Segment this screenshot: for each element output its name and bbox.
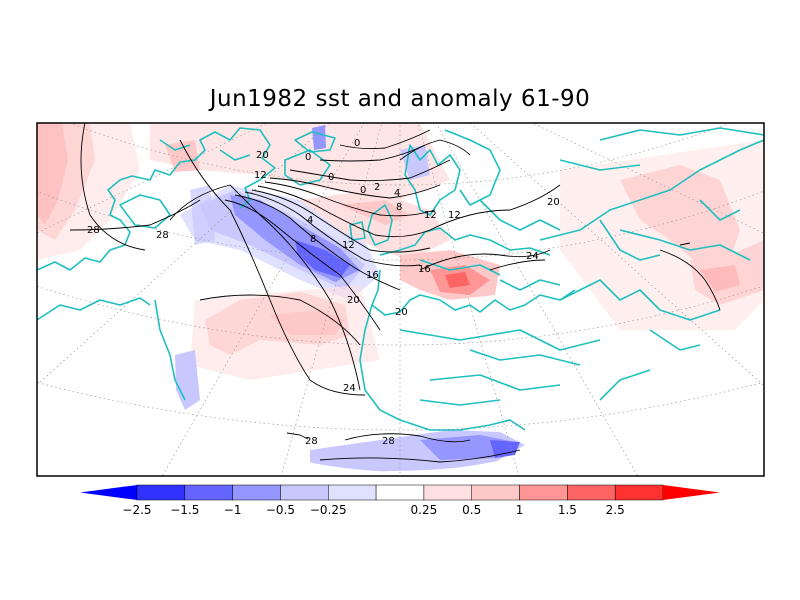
colorbar-segment bbox=[328, 484, 377, 501]
contour-label: 24 bbox=[526, 251, 539, 262]
contour-label: 28 bbox=[382, 436, 395, 447]
colorbar-tick-label: −0.5 bbox=[266, 503, 295, 517]
map-title: Jun1982 sst and anomaly 61-90 bbox=[209, 86, 591, 112]
contour-label: 12 bbox=[424, 210, 437, 221]
colorbar-tick-label: −2.5 bbox=[122, 503, 151, 517]
colorbar-tick-label: 2.5 bbox=[606, 503, 625, 517]
contour-label: 0 bbox=[354, 138, 360, 149]
anomaly-warm-subtropic-pale bbox=[190, 285, 380, 380]
colorbar-segment bbox=[280, 484, 329, 501]
anomaly-warm-med-core bbox=[445, 272, 470, 288]
contour-label: 16 bbox=[366, 270, 379, 281]
colorbar-tick-label: 0.25 bbox=[411, 503, 438, 517]
colorbar-tick-label: 0.5 bbox=[462, 503, 481, 517]
contour-label: 28 bbox=[156, 230, 169, 241]
contour-label: 12 bbox=[342, 240, 355, 251]
colorbar-tick-label: −1.5 bbox=[170, 503, 199, 517]
contour-label: 0 bbox=[328, 172, 334, 183]
contour-label: 20 bbox=[547, 197, 560, 208]
contour-label: 4 bbox=[307, 215, 313, 226]
contour-label: 8 bbox=[310, 234, 316, 245]
contour-label: 20 bbox=[347, 295, 360, 306]
colorbar-segment bbox=[184, 484, 233, 501]
colorbar-segment bbox=[614, 484, 664, 501]
colorbar-segment bbox=[232, 484, 281, 501]
anomaly-warm-northeast bbox=[300, 190, 450, 260]
contour-label: 12 bbox=[448, 210, 461, 221]
contour-label: 2 bbox=[374, 182, 380, 193]
contour-label: 20 bbox=[256, 150, 269, 161]
contour-label: 4 bbox=[394, 188, 400, 199]
anomaly-cold-north-small bbox=[312, 125, 326, 150]
colorbar: −2.5 −1.5 −1 −0.5 −0.25 0.25 0.5 1 1.5 2.5 bbox=[80, 484, 720, 517]
anomaly-cold-south-strong bbox=[490, 440, 520, 458]
graticule bbox=[37, 123, 764, 476]
colorbar-segment bbox=[375, 484, 425, 501]
contour-label: 12 bbox=[254, 170, 267, 181]
contour-label: 28 bbox=[87, 225, 100, 236]
colorbar-tick-label: −1 bbox=[224, 503, 242, 517]
anomaly-cold-strong bbox=[295, 240, 350, 278]
colorbar-arrow-right bbox=[663, 485, 720, 500]
colorbar-arrow-left bbox=[80, 485, 137, 500]
contour-labels: 0 0 0 0 2 4 4 8 8 12 12 12 12 16 16 20 2… bbox=[87, 138, 560, 447]
colorbar-segment bbox=[471, 484, 520, 501]
coastlines bbox=[37, 127, 764, 431]
map-frame bbox=[36, 122, 765, 477]
colorbar-segment bbox=[423, 484, 472, 501]
sst-contours bbox=[69, 123, 721, 463]
contour-label: 8 bbox=[396, 202, 402, 213]
colorbar-tick-label: 1 bbox=[516, 503, 524, 517]
contour-label: 24 bbox=[343, 383, 356, 394]
contour-label: 0 bbox=[360, 185, 366, 196]
colorbar-segment bbox=[519, 484, 568, 501]
colorbar-segment bbox=[136, 484, 186, 501]
contour-label: 20 bbox=[395, 307, 408, 318]
colorbar-tick-label: −0.25 bbox=[310, 503, 347, 517]
colorbar-segment bbox=[567, 484, 616, 501]
contour-label: 0 bbox=[305, 152, 311, 163]
anomaly-cold-west bbox=[175, 350, 200, 410]
anomaly-cold-north bbox=[400, 145, 430, 180]
contour-label: 28 bbox=[305, 436, 318, 447]
anomaly-warm-north bbox=[165, 140, 200, 172]
anomaly-cold-pacific bbox=[190, 185, 215, 245]
anomaly-warm-east-pale bbox=[560, 140, 764, 330]
colorbar-tick-label: 1.5 bbox=[558, 503, 577, 517]
anomaly-warm-west-pale bbox=[37, 123, 140, 260]
contour-label: 16 bbox=[418, 264, 431, 275]
